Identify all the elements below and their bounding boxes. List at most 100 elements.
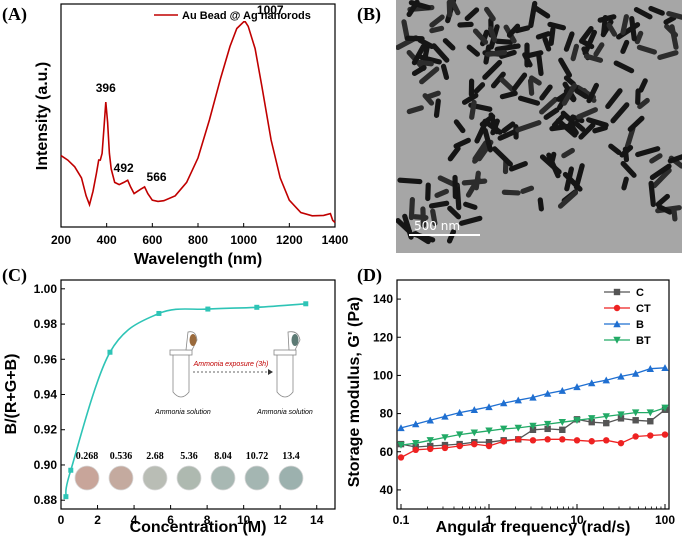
nanorod — [629, 16, 637, 42]
data-point — [617, 372, 625, 380]
concentration-label: 13.4 — [282, 451, 300, 462]
nanorod — [542, 36, 552, 52]
nanorod — [624, 125, 636, 149]
nanorod — [648, 5, 665, 16]
nanorod — [574, 88, 589, 100]
nanorod — [561, 83, 578, 106]
data-point — [500, 425, 508, 433]
data-point — [397, 424, 405, 432]
data-point — [485, 427, 493, 435]
data-point — [514, 424, 522, 432]
panel-a-x-tick-label: 400 — [97, 233, 117, 247]
color-swatch — [210, 465, 236, 491]
nanorod — [408, 0, 431, 11]
scale-bar-label: 500 nm — [414, 219, 460, 233]
panel-d-y-axis-title: Storage modulus, G' (Pa) — [346, 297, 363, 488]
data-point — [485, 403, 493, 411]
data-point — [205, 306, 211, 312]
nanorod — [635, 146, 661, 158]
panel-d-letter: (D) — [357, 265, 382, 286]
data-point — [661, 364, 669, 371]
data-point — [646, 365, 655, 372]
nanorod — [473, 170, 481, 191]
nanorod — [466, 44, 480, 57]
nanorod — [461, 92, 479, 105]
nanorod — [431, 43, 450, 63]
panel-a-x-axis-title: Wavelength (nm) — [134, 251, 262, 268]
legend-label: BT — [636, 335, 651, 347]
nanorod — [636, 44, 657, 55]
panel-a-x-tick-label: 800 — [188, 233, 208, 247]
nanorod — [619, 145, 634, 158]
nanorod — [663, 15, 677, 25]
nanorod — [633, 7, 653, 20]
data-point — [588, 415, 596, 423]
data-point — [470, 406, 479, 413]
nanorod — [429, 14, 445, 28]
legend-label: C — [636, 287, 644, 299]
data-point — [543, 420, 552, 428]
nanorod — [548, 26, 556, 46]
data-point — [647, 432, 654, 439]
nanorod — [557, 190, 579, 209]
nanorod — [515, 120, 542, 133]
panel-a-x-tick-label: 600 — [142, 233, 162, 247]
nanorod — [580, 39, 595, 50]
panel-b-tem-image: 500 nm — [396, 0, 682, 253]
nanorod — [449, 0, 461, 16]
nanorod — [425, 182, 431, 202]
nanorod — [620, 14, 629, 36]
color-swatch — [244, 465, 270, 491]
nanorod — [634, 30, 644, 45]
nanorod — [586, 82, 600, 104]
color-swatch — [108, 465, 134, 491]
data-point — [529, 437, 537, 444]
nanorod — [482, 127, 493, 153]
panel-c-x-tick-label: 14 — [310, 513, 324, 527]
panel-c-x-tick-label: 0 — [58, 513, 65, 527]
nanorod — [404, 35, 425, 42]
nanorod — [667, 153, 682, 164]
color-swatch — [278, 465, 304, 491]
nanorod — [593, 42, 605, 57]
data-point — [156, 310, 162, 316]
nanorod — [485, 49, 508, 57]
panel-c-y-tick-label: 0.94 — [34, 388, 58, 402]
nanorod — [529, 75, 542, 86]
nanorod — [522, 52, 533, 68]
legend-marker — [613, 304, 621, 312]
data-point — [603, 437, 610, 444]
nanorod — [535, 31, 551, 40]
panel-d-x-axis-title: Angular frequency (rad/s) — [436, 519, 631, 536]
panel-c-y-tick-label: 0.88 — [34, 493, 58, 507]
nanorod — [592, 125, 608, 134]
data-point — [441, 444, 449, 452]
data-point — [573, 437, 581, 444]
nanorod — [501, 121, 516, 134]
nanorod — [655, 193, 670, 207]
data-point — [661, 431, 669, 438]
nanorod — [657, 50, 679, 61]
data-point — [485, 439, 493, 446]
nanorod — [546, 152, 561, 179]
panel-c-x-tick-label: 10 — [237, 513, 251, 527]
nanorod — [536, 52, 544, 77]
concentration-label: 10.72 — [246, 451, 269, 462]
peak-label: 492 — [114, 161, 134, 175]
nanorod — [464, 7, 480, 22]
nanorod — [396, 218, 413, 234]
data-point — [617, 439, 625, 447]
series-b — [397, 364, 669, 432]
peak-label: 566 — [147, 170, 167, 184]
peak-label: 1007 — [257, 3, 284, 17]
data-point — [107, 349, 113, 355]
inset-illustration: Ammonia exposure (3h) Ammonia solution A… — [154, 331, 313, 416]
data-point — [426, 416, 434, 424]
panel-c-x-tick-label: 12 — [274, 513, 288, 527]
peak-label: 396 — [96, 81, 116, 95]
data-point — [543, 389, 552, 397]
data-point — [303, 301, 309, 307]
data-point — [63, 494, 69, 500]
nanorod — [429, 25, 445, 34]
concentration-label: 0.268 — [76, 451, 99, 462]
